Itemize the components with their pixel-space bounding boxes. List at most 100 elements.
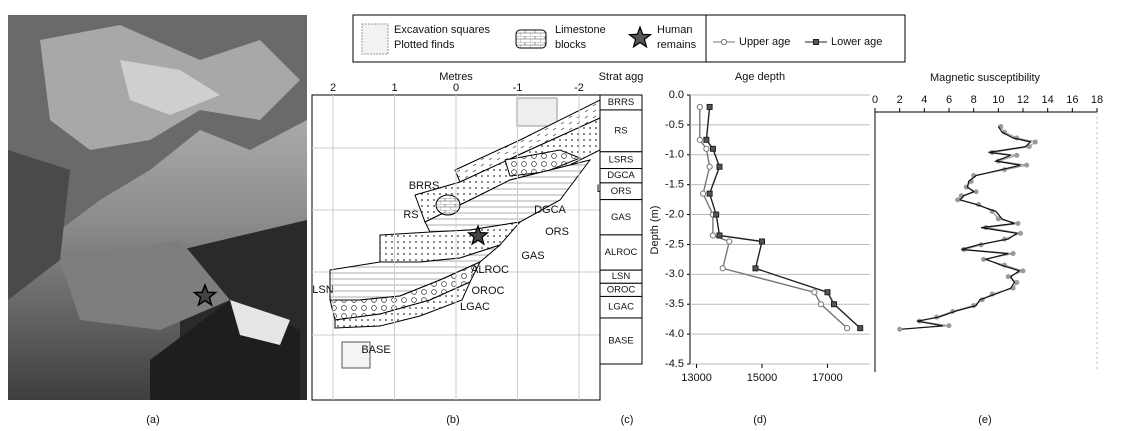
marker: [947, 324, 951, 328]
unit-label: ALROC: [471, 264, 509, 276]
x-tick-label: 2: [330, 82, 336, 94]
marker: [704, 137, 709, 142]
y-tick-label: 0.0: [669, 89, 684, 101]
marker: [720, 266, 725, 271]
marker: [710, 146, 715, 151]
marker: [1019, 231, 1023, 235]
series-line: [706, 107, 860, 328]
x-tick-label: 17000: [812, 372, 843, 384]
marker: [898, 327, 902, 331]
marker: [996, 217, 1000, 221]
y-tick-label: -3.5: [665, 298, 684, 310]
strat-label: LSN: [612, 271, 631, 282]
x-tick-label: 15000: [747, 372, 778, 384]
marker: [1015, 280, 1019, 284]
x-tick-label: 10: [992, 94, 1004, 106]
x-tick-label: 13000: [681, 372, 712, 384]
y-tick-label: -3.0: [665, 268, 684, 280]
x-tick-label: 6: [946, 94, 952, 106]
y-axis-title: Depth (m): [649, 206, 661, 255]
strat-label: LSRS: [609, 155, 634, 166]
site-photo: [8, 15, 307, 400]
legend: Excavation squares Plotted finds Limesto…: [353, 15, 905, 62]
unit-label: GAS: [521, 250, 544, 262]
marker: [727, 239, 732, 244]
marker: [707, 164, 712, 169]
strat-label: ORS: [611, 186, 632, 197]
marker: [1011, 252, 1015, 256]
legend-label: remains: [657, 39, 697, 51]
marker: [825, 290, 830, 295]
legend-marker: [721, 39, 726, 44]
x-tick-label: 0: [872, 94, 878, 106]
panel-label: (e): [978, 414, 991, 426]
unit-label: RS: [403, 209, 418, 221]
marker: [697, 104, 702, 109]
legend-label: Excavation squares: [394, 24, 490, 36]
strat-label: RS: [614, 125, 627, 136]
y-tick-label: -1.0: [665, 149, 684, 161]
marker: [844, 326, 849, 331]
marker: [1006, 275, 1010, 279]
unit-label: BASE: [361, 344, 390, 356]
chart-title: Magnetic susceptibility: [930, 72, 1041, 84]
strat-label: LGAC: [608, 302, 634, 313]
unit-label: BRRS: [409, 180, 440, 192]
marker: [717, 233, 722, 238]
marker: [1025, 163, 1029, 167]
x-tick-label: 18: [1091, 94, 1103, 106]
y-tick-label: -4.5: [665, 358, 684, 370]
y-tick-label: -4.0: [665, 328, 684, 340]
marker: [858, 326, 863, 331]
strat-label: OROC: [607, 284, 636, 295]
chart-title: Strat agg: [599, 71, 644, 83]
legend-icon: [516, 30, 546, 48]
chart-title: Age depth: [735, 71, 785, 83]
marker: [832, 302, 837, 307]
legend-label: Upper age: [739, 36, 790, 48]
marker: [1016, 222, 1020, 226]
unit-label: ORS: [545, 226, 569, 238]
x-tick-label: 12: [1017, 94, 1029, 106]
legend-label: Human: [657, 24, 692, 36]
marker: [760, 239, 765, 244]
x-tick-label: -2: [574, 82, 584, 94]
x-tick-label: 8: [971, 94, 977, 106]
marker: [704, 146, 709, 151]
strat-label: GAS: [611, 212, 631, 223]
x-tick-label: 0: [453, 82, 459, 94]
marker: [753, 266, 758, 271]
section-diagram: BRRSRSDGCALSRSORSGASALROCLSNOROCLGACBASE: [312, 95, 625, 400]
marker: [707, 104, 712, 109]
legend-label: Limestone: [555, 24, 606, 36]
unit-label: LSN: [312, 284, 333, 296]
y-tick-label: -1.5: [665, 179, 684, 191]
panel-label: (d): [753, 414, 766, 426]
x-tick-label: 16: [1066, 94, 1078, 106]
marker: [710, 233, 715, 238]
legend-marker: [814, 40, 819, 45]
marker: [1021, 269, 1025, 273]
marker: [700, 191, 705, 196]
strat-label: ALROC: [605, 247, 638, 258]
marker: [1015, 153, 1019, 157]
marker: [956, 198, 960, 202]
strat-label: BASE: [608, 336, 633, 347]
marker: [714, 212, 719, 217]
panel-label: (b): [446, 414, 459, 426]
x-tick-label: 2: [897, 94, 903, 106]
panel-label: (a): [146, 414, 159, 426]
x-tick-label: 4: [921, 94, 927, 106]
excavation-square: [517, 98, 557, 126]
legend-label: Plotted finds: [394, 39, 455, 51]
legend-label: blocks: [555, 39, 587, 51]
marker: [818, 302, 823, 307]
x-tick-label: 14: [1042, 94, 1054, 106]
panel-label: (c): [621, 414, 634, 426]
strat-label: DGCA: [607, 170, 635, 181]
legend-icon: [362, 24, 388, 54]
marker: [1033, 140, 1037, 144]
legend-label: Lower age: [831, 36, 882, 48]
marker: [812, 290, 817, 295]
x-tick-label: -1: [513, 82, 523, 94]
